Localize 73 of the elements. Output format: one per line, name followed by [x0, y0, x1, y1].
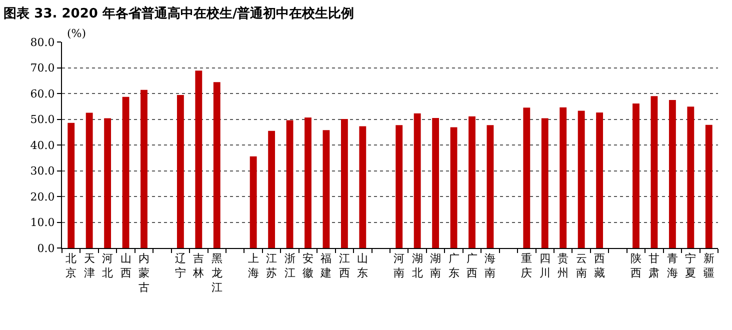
x-tick-label: 安徽 [302, 252, 314, 280]
x-tick-label: 新疆 [703, 252, 714, 280]
x-tick-label: 河北 [102, 252, 114, 280]
y-tick-label: 70.0 [30, 62, 55, 75]
bar [286, 120, 294, 248]
bar [468, 116, 476, 248]
bar [523, 108, 530, 248]
x-tick-label: 湖北 [412, 252, 423, 280]
bar [140, 90, 148, 248]
x-tick-label: 青海 [666, 252, 678, 280]
chart-title: 图表 33. 2020 年各省普通高中在校生/普通初中在校生比例 [4, 5, 354, 22]
x-tick-label: 海南 [484, 252, 496, 280]
y-tick-label: 60.0 [30, 87, 55, 100]
x-tick-label: 福建 [320, 252, 332, 280]
x-tick-label: 江西 [338, 252, 350, 280]
bar [304, 117, 312, 248]
y-tick-label: 40.0 [30, 138, 55, 152]
y-tick-label: 30.0 [30, 164, 55, 178]
x-tick-label: 辽宁 [174, 252, 186, 280]
x-tick-label: 贵州 [558, 252, 569, 280]
x-tick-label: 宁夏 [685, 252, 696, 280]
y-tick-label: 0.0 [37, 242, 55, 255]
y-tick-label: 50.0 [30, 113, 55, 126]
x-tick-label: 陕西 [630, 252, 642, 280]
x-tick-label: 黑龙江 [211, 252, 222, 294]
y-axis-title: (%) [67, 27, 86, 40]
x-tick-label: 西藏 [594, 252, 606, 280]
y-tick-label: 20.0 [30, 190, 55, 204]
x-tick-label: 浙江 [284, 252, 296, 280]
x-tick-label: 重庆 [521, 252, 532, 280]
x-tick-label: 山西 [120, 252, 132, 280]
bar [213, 82, 220, 248]
x-tick-label: 湖南 [430, 252, 442, 280]
bar [486, 125, 494, 248]
bar [687, 106, 694, 248]
x-tick-label: 天津 [84, 252, 95, 280]
y-tick-label: 10.0 [30, 216, 55, 230]
x-tick-label: 吉林 [192, 252, 204, 280]
x-tick-label: 河南 [394, 252, 405, 280]
bar [122, 96, 130, 248]
x-tick-label: 江苏 [266, 252, 278, 280]
bar [668, 100, 676, 248]
bar [250, 156, 257, 248]
x-tick-label: 上海 [248, 252, 259, 280]
y-tick-label: 80.0 [30, 36, 55, 49]
bar [322, 130, 330, 248]
x-tick-label: 云南 [576, 252, 587, 280]
bar [340, 118, 348, 248]
x-tick-label: 广西 [466, 252, 478, 280]
bar [578, 110, 585, 248]
bar [195, 70, 202, 248]
bar [268, 130, 276, 248]
bar [396, 125, 403, 248]
x-tick-label: 北京 [66, 252, 77, 280]
bar [560, 107, 567, 248]
x-tick-label: 内蒙古 [138, 252, 150, 294]
bar [650, 96, 658, 248]
bar [359, 126, 366, 248]
bar [68, 122, 75, 248]
bar [414, 113, 421, 248]
bar [705, 124, 712, 248]
x-tick-label: 山东 [357, 252, 368, 280]
bar [632, 104, 640, 248]
bar [432, 118, 440, 248]
bar [86, 112, 93, 248]
bar [541, 118, 548, 248]
bar [450, 127, 458, 248]
bar [176, 95, 184, 248]
bar [104, 118, 112, 248]
x-tick-label: 四川 [539, 252, 550, 280]
x-tick-label: 广东 [448, 252, 460, 280]
bar [596, 112, 604, 248]
x-tick-label: 甘肃 [648, 252, 660, 280]
